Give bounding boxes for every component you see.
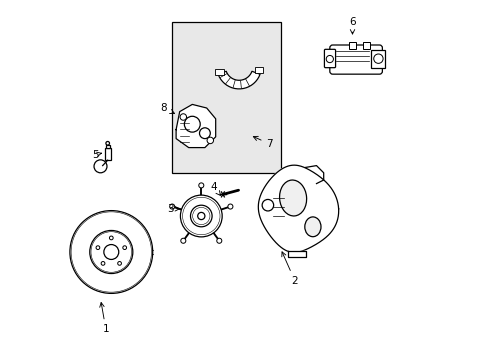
Circle shape bbox=[262, 199, 273, 211]
Bar bbox=[363, 42, 370, 49]
Circle shape bbox=[180, 114, 186, 120]
Ellipse shape bbox=[279, 180, 306, 216]
Circle shape bbox=[70, 211, 152, 293]
Bar bbox=[254, 67, 263, 73]
Circle shape bbox=[94, 160, 107, 173]
Circle shape bbox=[181, 238, 185, 243]
Bar bbox=[105, 145, 110, 148]
Bar bbox=[370, 50, 384, 68]
Circle shape bbox=[103, 244, 119, 260]
Bar bbox=[172, 22, 280, 173]
Circle shape bbox=[118, 261, 121, 265]
Circle shape bbox=[197, 212, 204, 220]
Circle shape bbox=[90, 230, 133, 274]
Circle shape bbox=[227, 204, 232, 209]
Text: 8: 8 bbox=[160, 103, 174, 113]
FancyBboxPatch shape bbox=[329, 45, 382, 74]
Circle shape bbox=[101, 261, 104, 265]
Circle shape bbox=[106, 141, 109, 145]
Polygon shape bbox=[258, 165, 338, 252]
Polygon shape bbox=[218, 71, 260, 89]
Polygon shape bbox=[287, 251, 305, 257]
Bar bbox=[348, 42, 355, 49]
Bar bbox=[215, 68, 224, 75]
Circle shape bbox=[109, 236, 113, 240]
Circle shape bbox=[122, 246, 126, 249]
Text: 3: 3 bbox=[167, 204, 180, 214]
Circle shape bbox=[184, 116, 200, 132]
Text: 2: 2 bbox=[281, 252, 298, 286]
Circle shape bbox=[373, 54, 382, 63]
Circle shape bbox=[169, 204, 174, 209]
Ellipse shape bbox=[304, 217, 320, 237]
Circle shape bbox=[96, 246, 100, 249]
Circle shape bbox=[199, 128, 210, 139]
Circle shape bbox=[206, 137, 213, 144]
Circle shape bbox=[216, 238, 222, 243]
Text: 1: 1 bbox=[100, 302, 109, 334]
Bar bbox=[104, 148, 110, 160]
Text: 5: 5 bbox=[92, 150, 102, 160]
Text: 4: 4 bbox=[210, 182, 220, 195]
Circle shape bbox=[190, 205, 212, 227]
Circle shape bbox=[325, 55, 333, 63]
Circle shape bbox=[199, 183, 203, 188]
FancyBboxPatch shape bbox=[324, 49, 335, 68]
Circle shape bbox=[180, 195, 222, 237]
Text: 6: 6 bbox=[348, 17, 355, 34]
Polygon shape bbox=[176, 104, 215, 148]
Text: 7: 7 bbox=[253, 136, 272, 149]
